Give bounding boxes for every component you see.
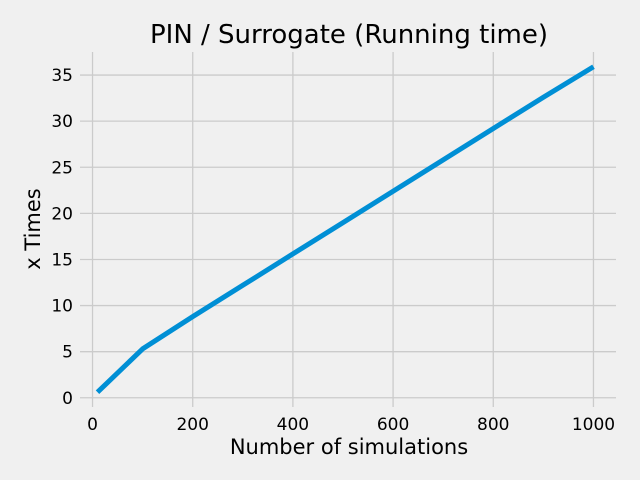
y-tick-label: 5 (62, 343, 73, 363)
series-layer (95, 64, 595, 395)
y-tick-label: 30 (51, 112, 73, 132)
x-tick-label: 1000 (572, 415, 615, 435)
y-tick-label: 0 (62, 389, 73, 409)
y-tick-label: 15 (51, 250, 73, 270)
y-axis-label: x Times (21, 188, 45, 269)
y-tick-label: 25 (51, 158, 73, 178)
y-tick-label: 20 (51, 204, 73, 224)
chart-title: PIN / Surrogate (Running time) (150, 20, 548, 50)
x-tick-label: 600 (377, 415, 409, 435)
y-tick-label: 35 (51, 66, 73, 86)
series-line (95, 64, 595, 395)
x-axis-label: Number of simulations (230, 435, 468, 459)
x-tick-label: 400 (277, 415, 309, 435)
tick-labels: 0 200 400 600 800 1000 0 5 10 15 20 25 30 35 (51, 66, 615, 435)
y-tick-label: 10 (51, 297, 73, 317)
x-tick-label: 0 (87, 415, 98, 435)
x-tick-label: 200 (176, 415, 208, 435)
x-tick-label: 800 (477, 415, 509, 435)
grid (80, 52, 616, 407)
